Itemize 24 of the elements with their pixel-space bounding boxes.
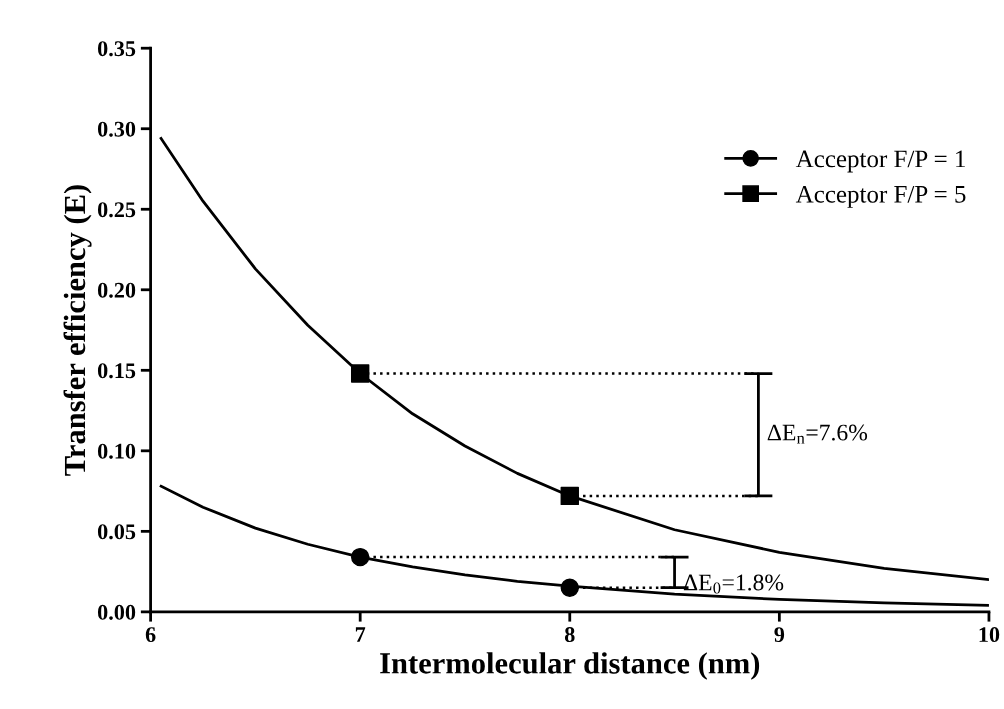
x-tick-label: 9: [774, 627, 785, 643]
point: [560, 578, 579, 597]
legend-label: Acceptor F/P = 1: [795, 150, 965, 173]
x-tick-label: 8: [564, 627, 575, 643]
y-tick-label: 0.05: [97, 524, 136, 540]
y-tick-label: 0.35: [97, 41, 136, 57]
annotation: ΔE$_{0}$=1.8%: [683, 574, 784, 594]
x-tick-label: 7: [355, 627, 366, 642]
x-tick-label: 6: [145, 627, 156, 643]
point: [350, 364, 370, 383]
annotation: ΔE$_{n}$=7.6%: [767, 424, 868, 444]
point: [560, 486, 579, 506]
point: [350, 547, 370, 567]
y-tick-label: 0.30: [97, 121, 136, 137]
line-series: [159, 484, 989, 607]
y-tick-label: 0.00: [97, 604, 136, 620]
x-tick-label: 10: [979, 627, 1000, 643]
y-tick-label: 0.15: [97, 363, 136, 379]
y-tick-label: 0.10: [97, 443, 136, 459]
x-axis-title: Intermolecular distance (nm): [380, 652, 760, 680]
y-tick-label: 0.25: [97, 202, 136, 218]
y-tick-label: 0.20: [97, 282, 136, 298]
legend-label: Acceptor F/P = 5: [795, 185, 966, 208]
y-axis-title: Transfer efficiency (E): [63, 185, 92, 476]
